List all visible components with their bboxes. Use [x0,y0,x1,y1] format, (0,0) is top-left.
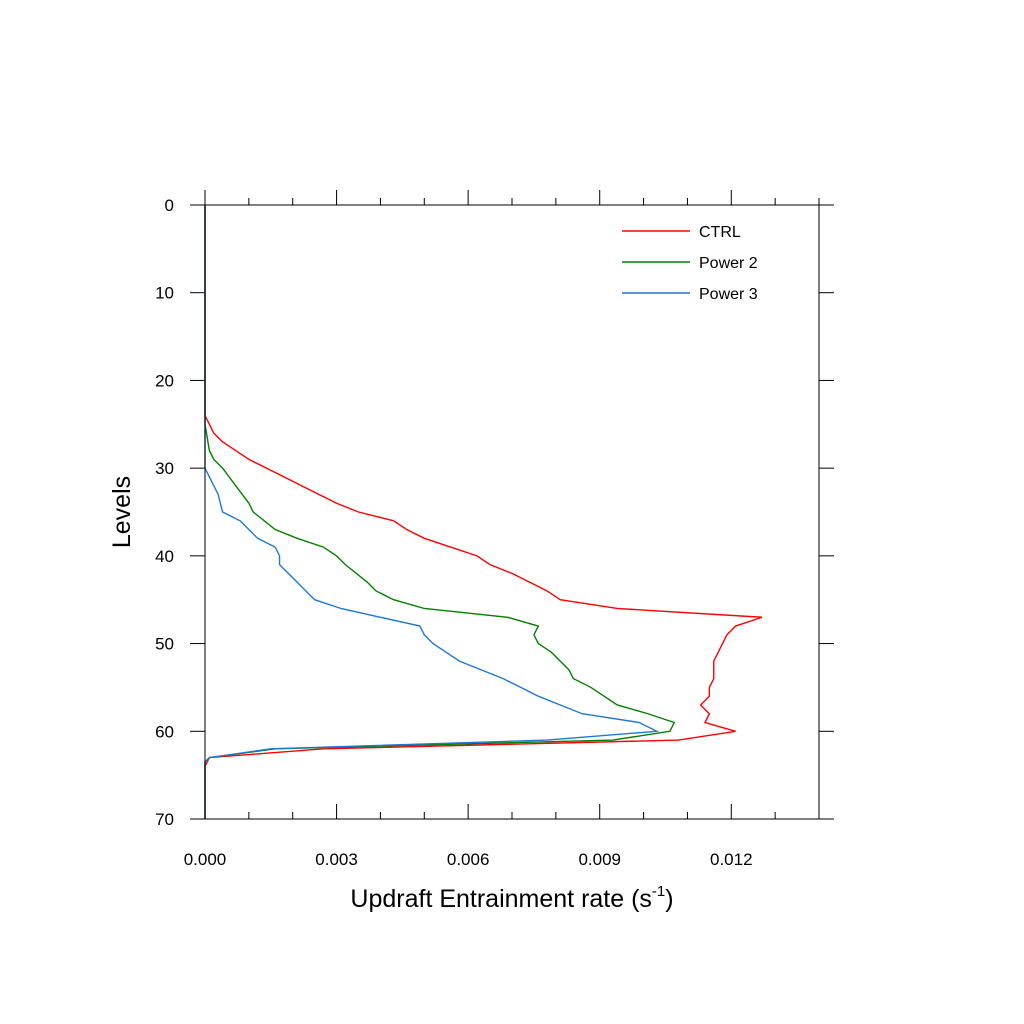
x-axis-label: Updraft Entrainment rate (s-1) [350,883,673,913]
x-tick-label: 0.012 [710,850,753,869]
y-tick-label: 20 [155,371,174,390]
y-tick-label: 10 [155,284,174,303]
x-tick-label: 0.006 [447,850,490,869]
legend-label: CTRL [699,224,741,241]
y-tick-label: 60 [155,722,174,741]
series-line-power-3 [204,205,660,819]
legend-label: Power 3 [699,286,758,303]
x-tick-label: 0.003 [315,850,358,869]
legend-label: Power 2 [699,255,758,272]
x-tick-labels: 0.000 0.003 0.006 0.009 0.012 [184,850,753,869]
y-tick-label: 50 [155,635,174,654]
series-line-power-2 [204,205,676,819]
y-tick-label: 40 [155,547,174,566]
y-axis-label: Levels [108,476,136,548]
y-tick-label: 70 [155,810,174,829]
x-tick-label: 0.000 [184,850,227,869]
x-tick-label: 0.009 [578,850,621,869]
x-axis-label-superscript: -1 [652,883,665,900]
y-tick-label: 0 [165,196,174,215]
axis-ticks [190,190,834,820]
x-axis-label-close: ) [665,885,673,913]
series-lines [204,205,763,819]
legend: CTRL Power 2 Power 3 [622,224,758,303]
series-line-ctrl [204,205,763,819]
x-axis-label-main: Updraft Entrainment rate (s [350,885,652,913]
y-tick-labels: 0 10 20 30 40 50 60 70 [155,196,174,829]
y-tick-label: 30 [155,459,174,478]
plot-frame [204,204,820,820]
